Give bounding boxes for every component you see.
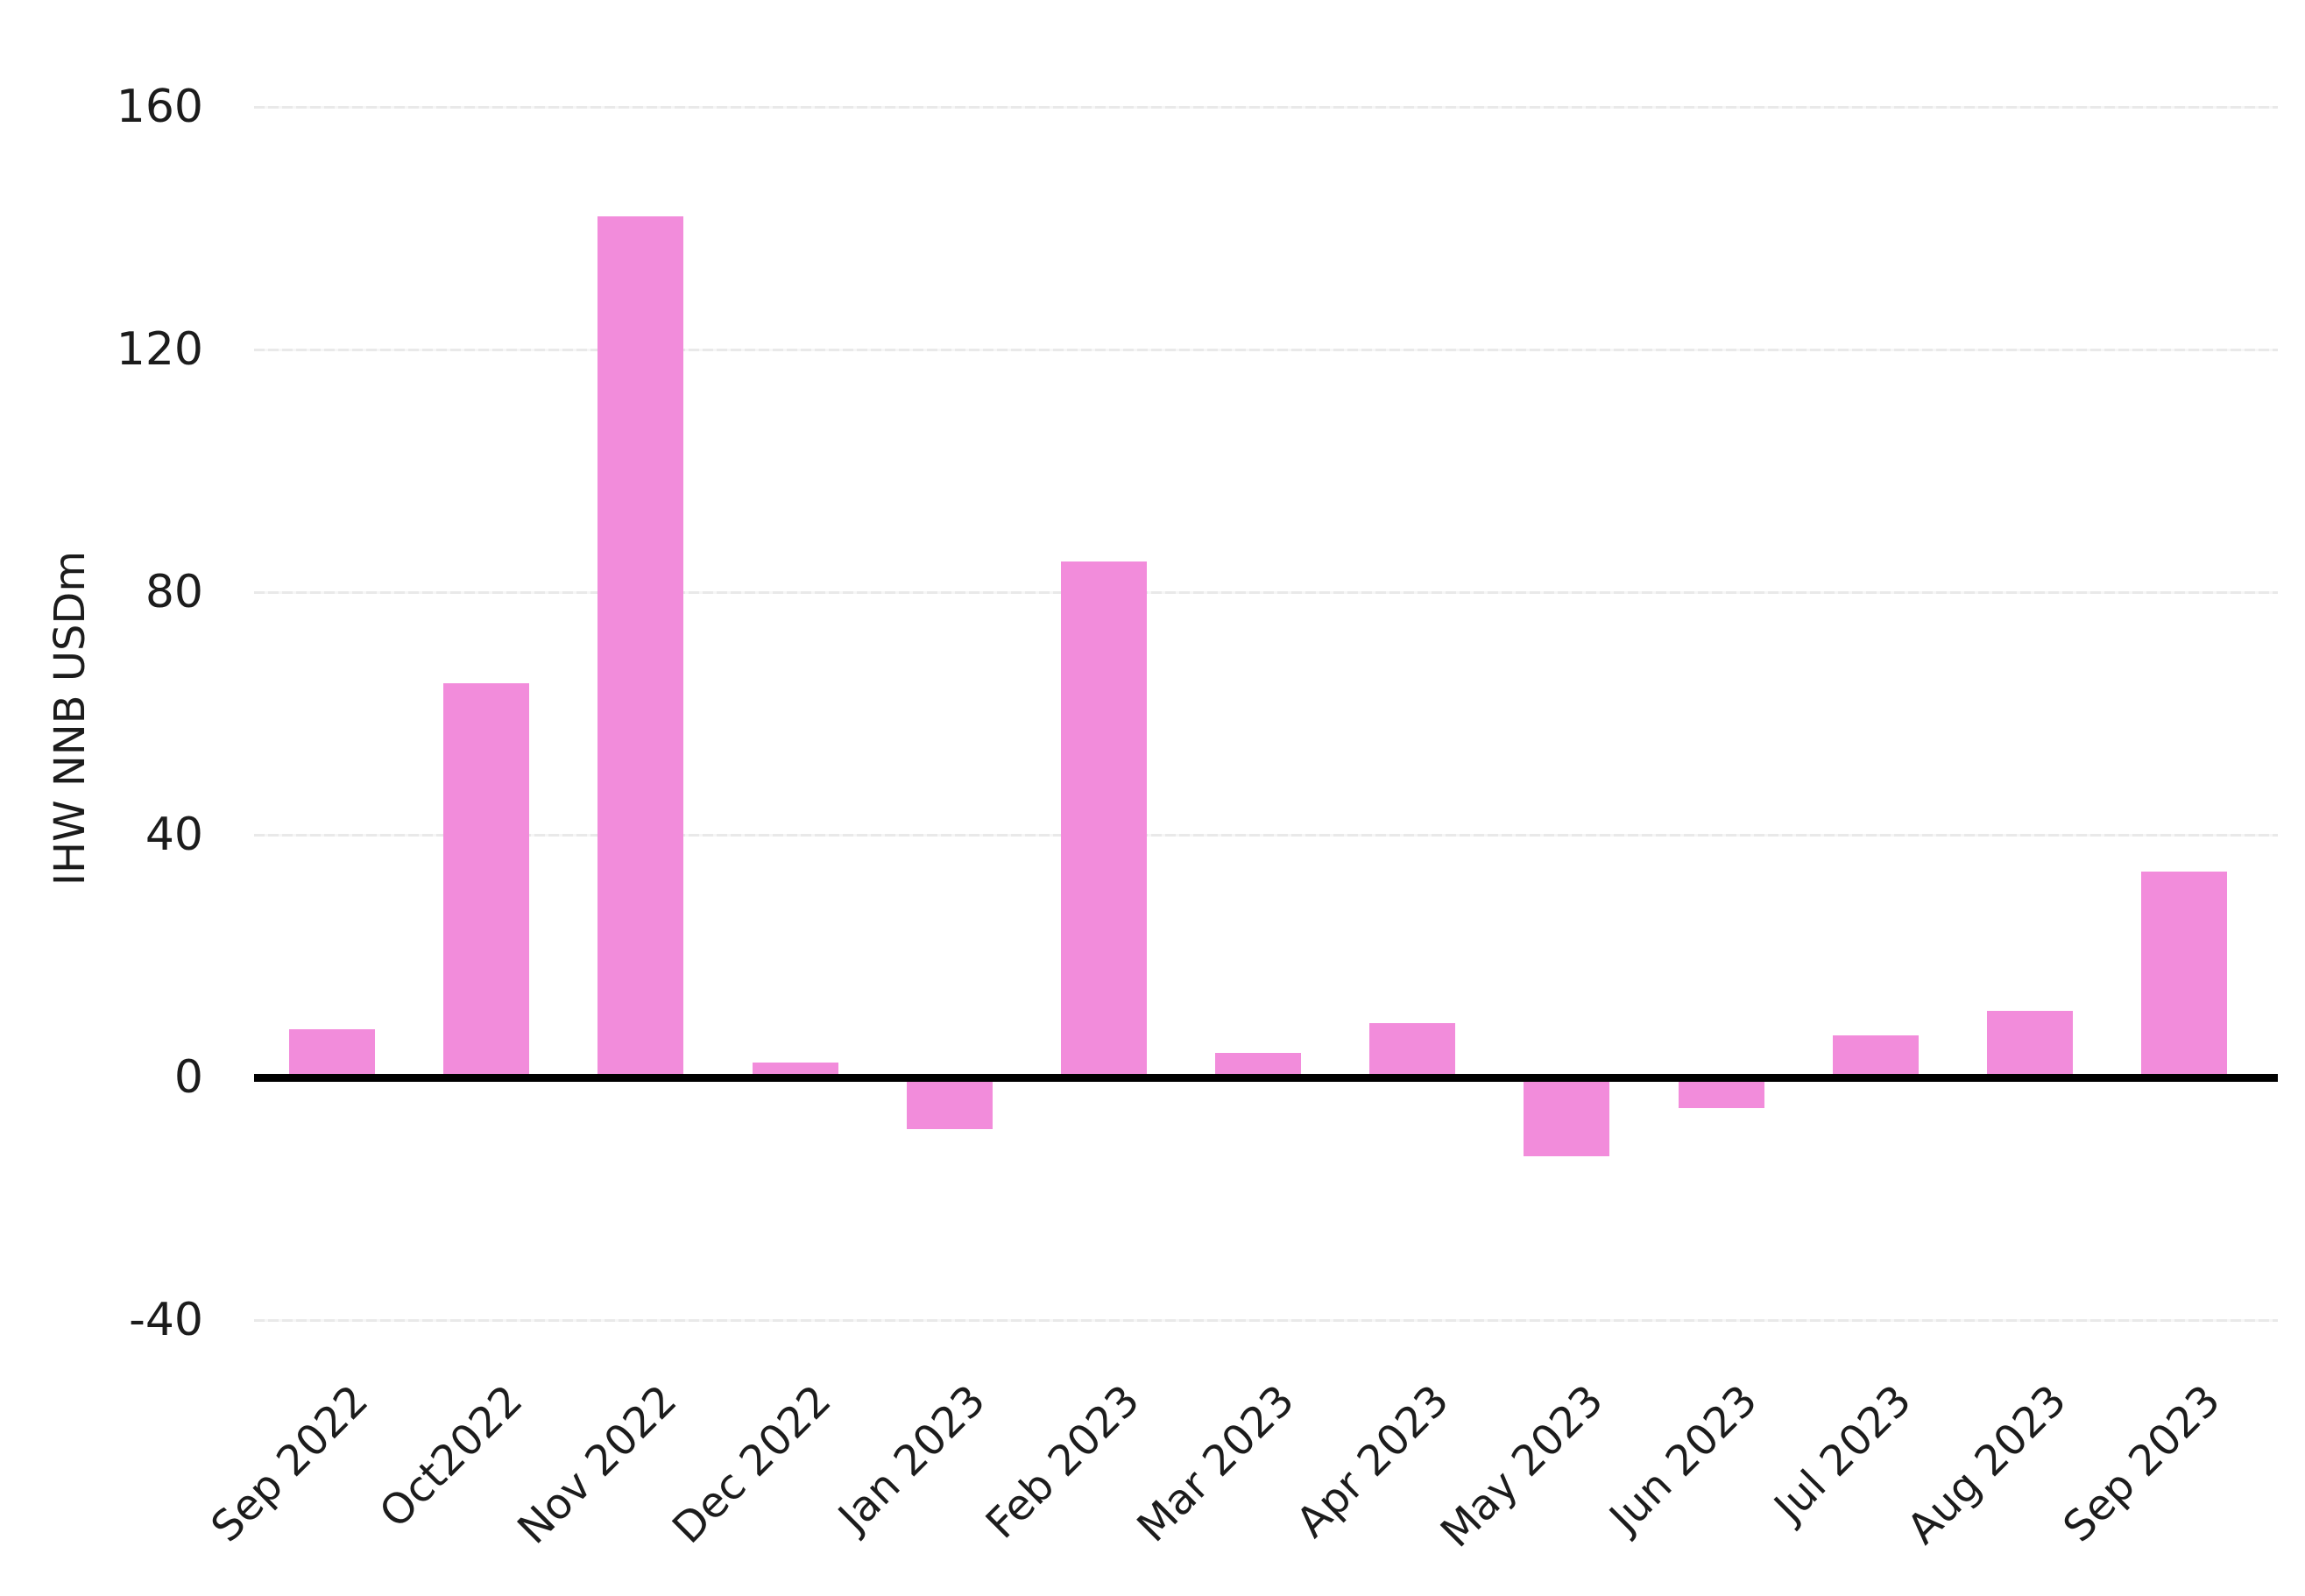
bar-aug-2023 [1986, 1010, 2073, 1077]
y-tick-label-120: 120 [116, 323, 203, 376]
x-label-mar-2023: Mar 2023 [1128, 1375, 1305, 1552]
x-label-feb-2023: Feb 2023 [977, 1375, 1150, 1549]
x-label-sep-2022: Sep 2022 [202, 1375, 378, 1552]
bar-mar-2023 [1215, 1053, 1302, 1077]
y-tick-label-80: 80 [145, 566, 203, 618]
x-label-oct2022: Oct2022 [370, 1375, 533, 1538]
bar-apr-2023 [1369, 1022, 1456, 1077]
x-label-apr-2023: Apr 2023 [1286, 1375, 1459, 1548]
gridline-80 [254, 590, 2278, 594]
x-label-may-2023: May 2023 [1431, 1375, 1613, 1557]
gridline-160 [254, 105, 2278, 109]
bar-jun-2023 [1678, 1077, 1764, 1108]
y-tick-label-0: 0 [173, 1051, 203, 1104]
x-label-nov-2022: Nov 2022 [508, 1375, 687, 1554]
zero-axis-line [254, 1074, 2278, 1082]
bar-sep-2023 [2141, 871, 2228, 1077]
gridline-120 [254, 348, 2278, 351]
bar-feb-2023 [1060, 561, 1147, 1077]
x-label-sep-2023: Sep 2023 [2054, 1375, 2231, 1552]
bar-oct2022 [443, 682, 530, 1077]
x-label-jan-2023: Jan 2023 [829, 1375, 995, 1542]
bar-nov-2022 [597, 215, 684, 1077]
bar-may-2023 [1524, 1077, 1610, 1157]
gridline--40 [254, 1318, 2278, 1322]
gridline-40 [254, 833, 2278, 837]
y-tick-label-40: 40 [145, 809, 203, 861]
x-label-jun-2023: Jun 2023 [1600, 1375, 1767, 1543]
bar-sep-2022 [289, 1028, 375, 1077]
y-tick-label--40: -40 [129, 1294, 203, 1346]
bar-jul-2023 [1832, 1035, 1919, 1077]
y-tick-label-160: 160 [116, 81, 203, 133]
x-label-jul-2023: Jul 2023 [1765, 1375, 1921, 1532]
bar-dec-2022 [752, 1062, 838, 1077]
x-label-aug-2023: Aug 2023 [1898, 1375, 2076, 1554]
x-label-dec-2022: Dec 2022 [663, 1375, 841, 1554]
bar-jan-2023 [906, 1077, 993, 1129]
